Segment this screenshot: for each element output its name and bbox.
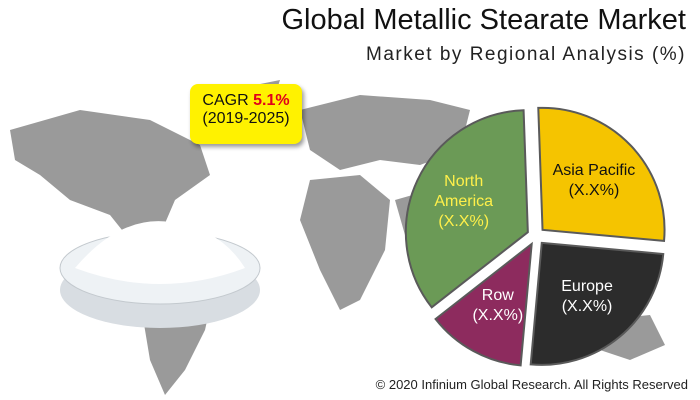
category-label: North America [434,173,494,211]
footer: © 2020 Infinium Global Research. All Rig… [375,377,688,392]
category-label: Row [481,287,514,305]
title: Global Metallic Stearate Market [281,4,686,36]
slice-label: Asia Pacific (X.X%) [546,161,642,201]
cagr-box: CAGR 5.1% (2019-2025) [190,84,302,144]
value-label: (X.X%) [561,298,613,316]
subtitle: Market by Regional Analysis (%) [366,44,686,65]
cagr-period: (2019-2025) [202,110,290,127]
pie-slice [404,109,529,309]
category-label: Europe [561,278,613,296]
value-label: (X.X%) [568,182,620,200]
slice-label: Europe (X.X%) [539,277,635,317]
cagr-label: CAGR [202,92,249,109]
pie-slice [529,241,665,366]
slice-label: North America (X.X%) [416,172,512,232]
pie-slice [537,106,666,242]
slice-label: Row (X.X%) [450,286,546,326]
cagr-value: 5.1% [253,92,290,109]
value-label: (X.X%) [438,213,490,231]
pie-slice [434,241,533,367]
pie [404,106,666,367]
category-label: Asia Pacific [552,162,636,180]
powder-dish [59,221,261,328]
value-label: (X.X%) [472,307,524,325]
